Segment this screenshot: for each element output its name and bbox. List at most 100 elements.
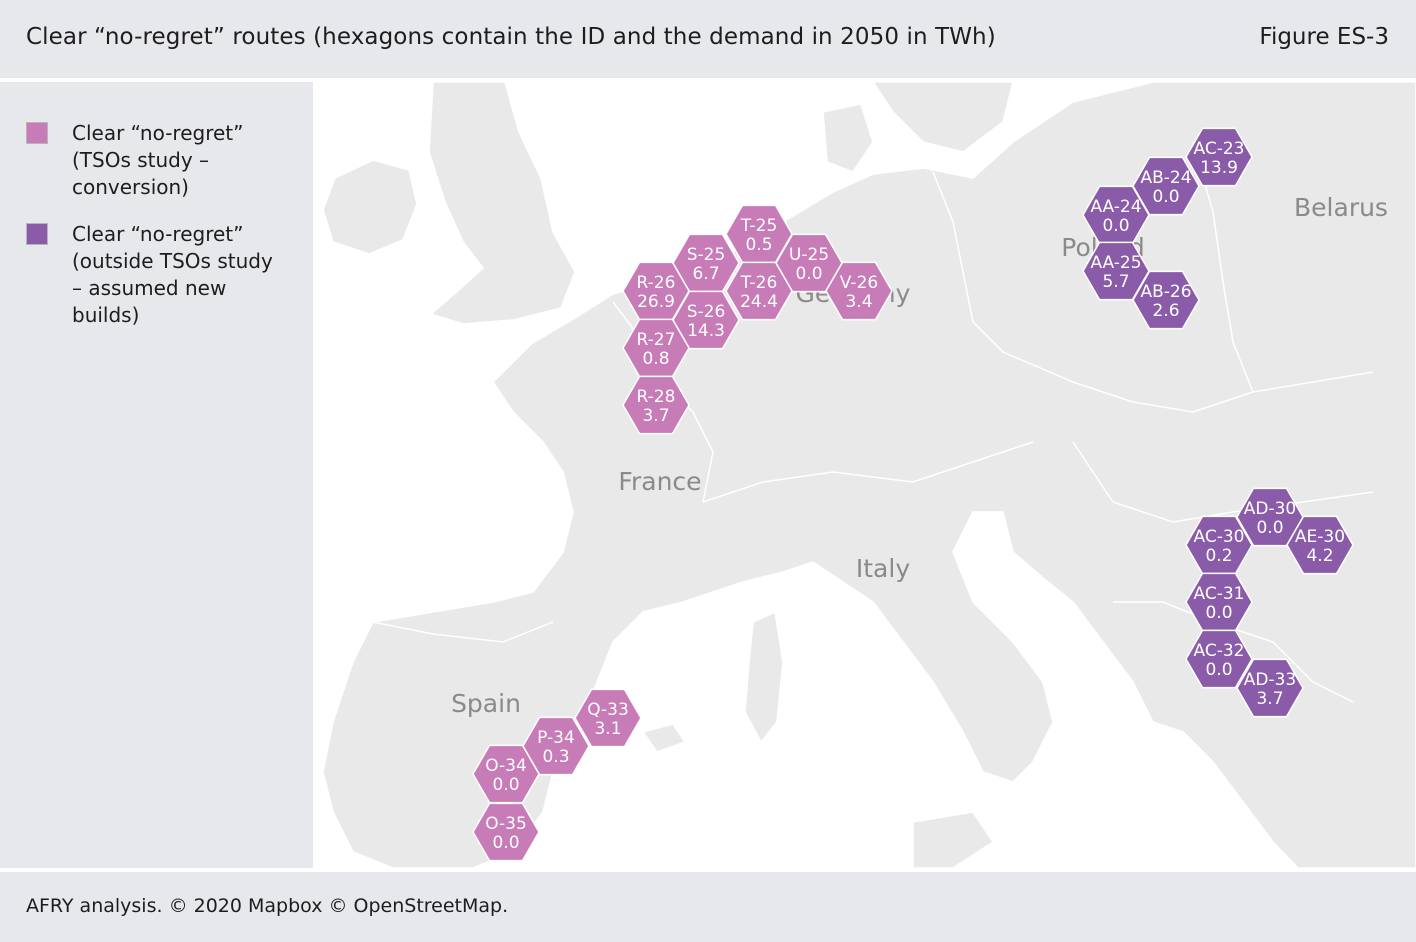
hexagon-demand: 0.0 [1152,187,1179,207]
header-divider [0,78,1416,82]
hexagon-demand: 0.0 [492,833,519,853]
land-ireland [322,159,418,255]
hexagon-shape [1286,515,1354,575]
hexagon-id: AE-30 [1295,527,1345,547]
hexagon-shape [825,261,893,321]
land-denmark [822,103,874,173]
figure-number: Figure ES-3 [1259,24,1389,50]
map-area: FranceItalySpainBelarusGermanyPoland T-2… [313,82,1416,868]
legend-label-tso-conversion: Clear “no-regret” (TSOs study – conversi… [72,121,244,199]
hexagon-ad-33: AD-333.7 [1236,658,1304,718]
hexagon-demand: 0.2 [1205,546,1232,566]
hexagon-o-35: O-350.0 [472,802,540,862]
legend-item-tso-conversion: Clear “no-regret” (TSOs study – conversi… [26,120,287,201]
land-scandinavia [872,82,1014,153]
border-south-balkans [1113,601,1354,703]
hexagon-ac-30: AC-300.2 [1185,515,1253,575]
hexagon-p-34: P-340.3 [522,716,590,776]
legend: Clear “no-regret” (TSOs study – conversi… [0,82,313,868]
hexagon-r-28: R-283.7 [622,375,690,435]
hexagon-id: O-35 [485,814,527,834]
hexagon-id: V-26 [840,273,878,293]
hexagon-demand: 14.3 [687,321,725,341]
border-poland-belarus [1192,141,1254,393]
hexagon-id: S-26 [687,302,726,322]
hexagon-layer: T-250.5S-256.7U-250.0R-2626.9T-2624.4V-2… [472,127,1354,862]
figure-footer: AFRY analysis. © 2020 Mapbox © OpenStree… [0,872,1416,942]
hexagon-aa-25: AA-255.7 [1082,241,1150,301]
land-great-britain [428,82,576,325]
hexagon-id: U-25 [789,245,829,265]
hexagon-demand: 0.0 [795,264,822,284]
border-france-spain [372,621,554,643]
figure-title: Clear “no-regret” routes (hexagons conta… [26,24,996,50]
hexagon-ab-24: AB-240.0 [1132,156,1200,216]
hexagon-shape [472,802,540,862]
country-label-spain: Spain [451,689,521,718]
hexagon-id: AA-25 [1090,253,1141,273]
hexagon-demand: 3.7 [642,406,669,426]
hexagon-id: AB-24 [1140,168,1191,188]
hexagon-t-25: T-250.5 [725,204,793,264]
hexagon-demand: 0.0 [1256,518,1283,538]
hexagon-shape [1236,658,1304,718]
figure-header: Clear “no-regret” routes (hexagons conta… [0,0,1416,78]
hexagon-id: AC-23 [1194,139,1245,159]
country-label-belarus: Belarus [1294,193,1388,222]
legend-swatch-new-builds [26,223,48,245]
hexagon-demand: 6.7 [692,264,719,284]
hexagon-demand: 0.5 [745,235,772,255]
map-canvas: FranceItalySpainBelarusGermanyPoland T-2… [313,82,1416,868]
hexagon-id: AD-30 [1244,499,1297,519]
border-alps [702,441,1034,503]
hexagon-demand: 0.3 [542,747,569,767]
hexagon-demand: 3.1 [594,719,621,739]
hexagon-demand: 4.2 [1306,546,1333,566]
legend-label-new-builds: Clear “no-regret” (outside TSOs study – … [72,222,273,327]
hexagon-demand: 0.8 [642,349,669,369]
hexagon-ad-30: AD-300.0 [1236,487,1304,547]
hexagon-demand: 13.9 [1200,158,1238,178]
hexagon-id: AB-26 [1140,282,1191,302]
hexagon-id: T-25 [740,216,778,236]
land-corsica-sardinia [744,610,784,744]
hexagon-ac-32: AC-320.0 [1185,629,1253,689]
hexagon-shape [725,261,793,321]
footer-divider [0,868,1416,872]
hexagon-id: AC-31 [1194,584,1245,604]
hexagon-id: AD-33 [1244,670,1297,690]
hexagon-o-34: O-340.0 [472,744,540,804]
hexagon-demand: 2.6 [1152,301,1179,321]
hexagon-demand: 0.0 [1205,660,1232,680]
hexagon-demand: 24.4 [740,292,778,312]
hexagon-id: AA-24 [1090,197,1141,217]
hexagon-id: T-26 [740,273,778,293]
hexagon-id: Q-33 [587,700,629,720]
hexagon-shape [1185,127,1253,187]
hexagon-shape [1185,629,1253,689]
hexagon-shape [574,688,642,748]
hexagon-id: R-26 [637,273,676,293]
hexagon-ae-30: AE-304.2 [1286,515,1354,575]
hexagon-v-26: V-263.4 [825,261,893,321]
hexagon-ab-26: AB-262.6 [1132,270,1200,330]
land-balearic [641,723,687,753]
legend-item-new-builds: Clear “no-regret” (outside TSOs study – … [26,221,287,329]
hexagon-shape [1132,270,1200,330]
hexagon-demand: 5.7 [1102,272,1129,292]
legend-swatch-tso-conversion [26,122,48,144]
hexagon-demand: 0.0 [492,775,519,795]
land-sicily [912,811,995,868]
source-note: AFRY analysis. © 2020 Mapbox © OpenStree… [26,895,509,917]
hexagon-id: AC-30 [1194,527,1245,547]
hexagon-id: R-27 [637,330,676,350]
hexagon-demand: 3.7 [1256,689,1283,709]
country-label-france: France [618,467,701,496]
hexagon-s-25: S-256.7 [672,233,740,293]
hexagon-u-25: U-250.0 [775,233,843,293]
hexagon-demand: 0.0 [1102,216,1129,236]
